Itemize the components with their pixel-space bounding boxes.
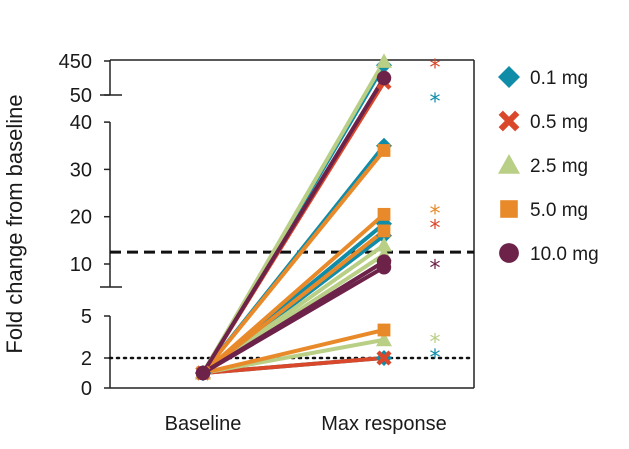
y-tick-label: 5: [81, 306, 92, 328]
significance-stars: *******: [430, 56, 441, 371]
series-line-0-5-mg: [201, 356, 386, 375]
legend: 0.1 mg 0.5 mg 2.5 mg 5.0 mg 10.0 mg: [498, 66, 599, 265]
legend-marker: [498, 154, 520, 174]
max-response-marker: [377, 144, 391, 157]
max-response-marker: [377, 323, 391, 337]
series-line-10-0-mg: [201, 76, 386, 375]
data-markers: [195, 53, 392, 381]
series-line-10-0-mg: [201, 265, 386, 375]
y-tick-label: 2: [81, 348, 92, 370]
y-tick-label: 40: [70, 112, 92, 134]
legend-marker: [498, 110, 520, 132]
significance-star: *: [430, 56, 441, 81]
x-tick-label: Baseline: [165, 413, 242, 435]
max-response-marker: [376, 53, 392, 68]
data-lines: [201, 59, 386, 375]
x-tick-label: Max response: [321, 413, 447, 435]
max-response-marker: [376, 70, 392, 86]
series-line-5-0-mg: [201, 328, 386, 375]
significance-star: *: [430, 331, 441, 356]
legend-label: 5.0 mg: [530, 200, 588, 221]
legend-label: 0.1 mg: [530, 68, 588, 89]
y-tick-label: 20: [70, 207, 92, 229]
legend-label: 2.5 mg: [530, 156, 588, 177]
axes: 0 2 5 10 20 30 40 50 450 Baseline Max response Fold…: [2, 51, 475, 435]
y-tick-label: 10: [70, 254, 92, 276]
legend-marker: [498, 66, 520, 88]
series-line-5-0-mg: [201, 212, 386, 375]
max-response-marker: [377, 207, 391, 221]
legend-marker: [500, 200, 518, 218]
y-tick-label: 450: [59, 51, 92, 73]
y-axis-title: Fold change from baseline: [2, 94, 27, 353]
y-tick-label: 0: [81, 378, 92, 400]
significance-star: *: [430, 346, 441, 371]
max-response-marker: [376, 260, 392, 275]
legend-label: 0.5 mg: [530, 112, 588, 133]
significance-star: *: [430, 90, 441, 115]
significance-star: *: [430, 202, 441, 227]
y-tick-label: 50: [70, 85, 92, 107]
significance-star: *: [430, 257, 441, 282]
baseline-marker: [195, 365, 211, 381]
max-response-marker: [376, 331, 392, 347]
max-response-marker: [377, 224, 391, 238]
legend-marker: [499, 243, 519, 263]
y-tick-label: 30: [70, 159, 92, 181]
series-line-5-0-mg: [201, 228, 386, 375]
legend-label: 10.0 mg: [530, 244, 599, 265]
series-line-5-0-mg: [201, 148, 386, 375]
max-response-marker: [376, 350, 392, 366]
max-response-marker: [376, 237, 392, 252]
significance-star: *: [430, 216, 441, 241]
